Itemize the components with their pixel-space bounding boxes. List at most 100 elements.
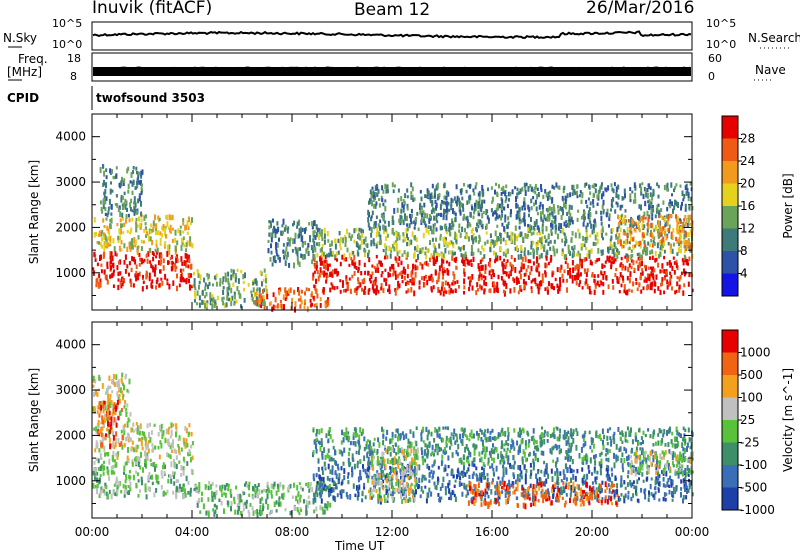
data-cell: [529, 474, 532, 479]
data-cell: [589, 211, 592, 218]
data-cell: [537, 192, 540, 198]
data-cell: [119, 280, 122, 286]
data-cell: [400, 270, 403, 275]
data-cell: [294, 301, 297, 307]
data-cell: [544, 262, 547, 269]
data-cell: [257, 299, 260, 303]
data-cell: [655, 257, 658, 262]
data-cell: [108, 231, 111, 236]
data-cell: [688, 256, 691, 262]
data-cell: [103, 422, 106, 429]
data-cell: [508, 479, 511, 484]
data-cell: [607, 483, 610, 487]
data-cell: [133, 201, 135, 205]
data-cell: [149, 236, 152, 242]
data-cell: [95, 457, 98, 462]
data-cell: [595, 183, 597, 187]
data-cell: [154, 466, 156, 472]
data-cell: [279, 303, 282, 308]
data-cell: [633, 182, 636, 188]
data-cell: [221, 297, 224, 302]
data-cell: [670, 231, 673, 237]
data-cell: [261, 281, 263, 287]
data-cell: [523, 464, 526, 469]
data-cell: [115, 194, 118, 198]
data-cell: [159, 424, 161, 431]
data-cell: [259, 293, 262, 298]
data-cell: [255, 489, 258, 494]
data-cell: [579, 194, 581, 198]
data-cell: [601, 487, 603, 493]
data-cell: [556, 485, 559, 490]
data-cell: [476, 477, 479, 482]
data-cell: [443, 269, 446, 274]
data-cell: [327, 299, 330, 306]
data-cell: [651, 216, 654, 221]
data-cell: [266, 494, 269, 500]
data-cell: [564, 204, 567, 210]
data-cell: [244, 501, 247, 506]
data-cell: [666, 430, 668, 436]
data-cell: [245, 504, 248, 509]
data-cell: [360, 228, 363, 234]
data-cell: [123, 429, 126, 436]
data-cell: [362, 229, 364, 234]
data-cell: [215, 484, 218, 488]
data-cell: [682, 478, 685, 484]
data-cell: [581, 467, 584, 472]
data-cell: [346, 247, 349, 253]
data-cell: [180, 486, 183, 493]
data-cell: [589, 459, 592, 464]
data-cell: [169, 435, 172, 439]
data-cell: [450, 202, 453, 207]
data-cell: [683, 217, 686, 222]
data-cell: [583, 212, 586, 218]
data-cell: [133, 206, 136, 212]
data-cell: [547, 491, 550, 497]
data-cell: [378, 203, 381, 208]
data-cell: [674, 290, 677, 295]
data-cell: [679, 243, 682, 249]
data-cell: [363, 279, 366, 284]
data-cell: [357, 277, 359, 282]
data-cell: [452, 271, 455, 276]
data-cell: [314, 247, 317, 253]
data-cell: [334, 470, 337, 474]
data-cell: [296, 250, 299, 257]
data-cell: [435, 213, 438, 218]
data-cell: [571, 220, 574, 225]
data-cell: [406, 207, 409, 211]
data-cell: [180, 237, 183, 243]
data-cell: [588, 498, 591, 505]
data-cell: [622, 218, 624, 224]
data-cell: [624, 255, 627, 259]
data-cell: [540, 253, 543, 259]
data-cell: [196, 268, 199, 273]
data-cell: [481, 264, 484, 271]
data-cell: [549, 240, 552, 244]
data-cell: [228, 283, 231, 288]
data-cell: [412, 220, 415, 224]
data-cell: [132, 474, 135, 481]
data-cell: [625, 290, 628, 295]
data-cell: [120, 441, 123, 446]
data-cell: [463, 290, 465, 295]
data-cell: [201, 491, 203, 496]
data-cell: [332, 495, 335, 501]
data-cell: [96, 442, 99, 449]
data-region: [267, 218, 319, 269]
data-cell: [621, 196, 624, 201]
data-cell: [243, 298, 246, 303]
data-cell: [549, 246, 552, 251]
data-cell: [681, 222, 684, 227]
data-cell: [683, 254, 686, 260]
data-cell: [439, 486, 442, 491]
data-cell: [296, 484, 299, 491]
data-cell: [524, 185, 527, 192]
data-cell: [500, 453, 503, 459]
data-cell: [141, 169, 144, 175]
data-cell: [339, 261, 342, 267]
data-cell: [182, 456, 185, 462]
data-cell: [381, 198, 384, 203]
data-cell: [323, 227, 326, 233]
